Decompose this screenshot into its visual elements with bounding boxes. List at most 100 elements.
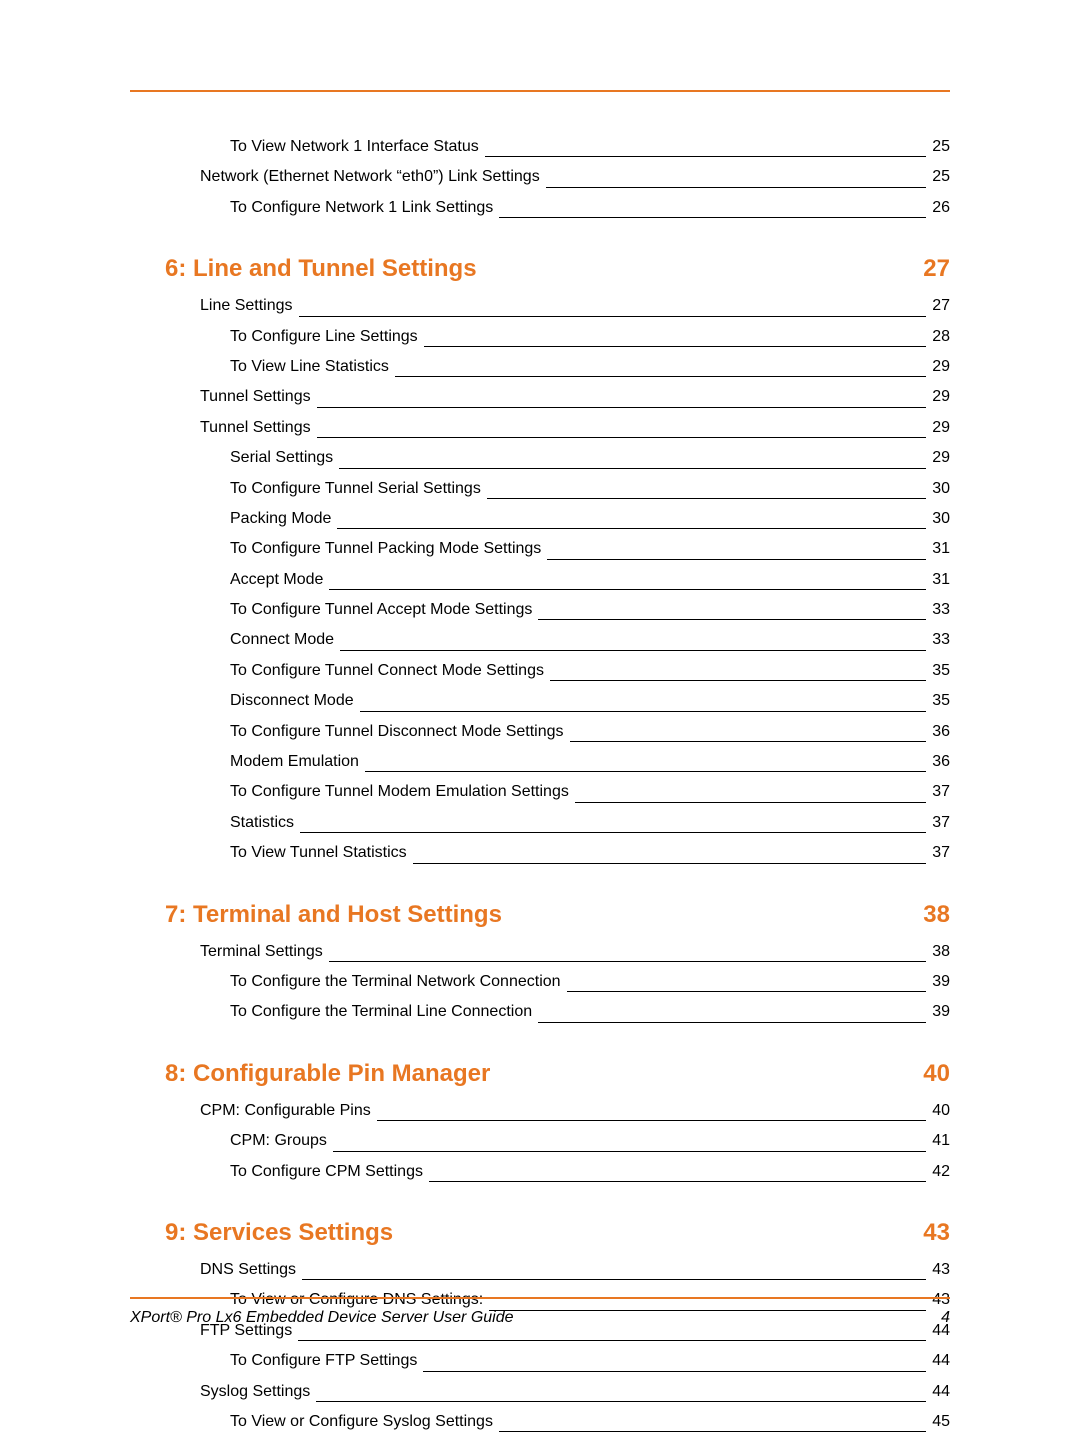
toc-entry[interactable]: Serial Settings29 xyxy=(130,443,950,473)
top-divider xyxy=(130,90,950,92)
toc-entry[interactable]: To Configure Tunnel Connect Mode Setting… xyxy=(130,656,950,686)
toc-entry-label: To Configure Tunnel Disconnect Mode Sett… xyxy=(230,717,564,747)
toc-entry[interactable]: Disconnect Mode35 xyxy=(130,686,950,716)
footer-title: XPort® Pro Lx6 Embedded Device Server Us… xyxy=(130,1309,514,1327)
toc-entry-label: Syslog Settings xyxy=(200,1377,310,1407)
toc-entry[interactable]: Accept Mode31 xyxy=(130,565,950,595)
toc-entry-label: Tunnel Settings xyxy=(200,413,311,443)
toc-entry-label: To View Network 1 Interface Status xyxy=(230,132,479,162)
toc-entry-label: To Configure Line Settings xyxy=(230,322,418,352)
toc-entry[interactable]: To Configure the Terminal Network Connec… xyxy=(130,967,950,997)
toc-entry-label: To Configure the Terminal Network Connec… xyxy=(230,967,561,997)
page-footer: XPort® Pro Lx6 Embedded Device Server Us… xyxy=(130,1297,950,1327)
toc-entry[interactable]: Syslog Settings 44 xyxy=(130,1377,950,1407)
toc-entry-label: To Configure Tunnel Packing Mode Setting… xyxy=(230,534,541,564)
toc-entry-label: To View or Configure Syslog Settings xyxy=(230,1407,493,1437)
toc-entry-page: 36 xyxy=(930,747,950,777)
toc-section-heading[interactable]: 8: Configurable Pin Manager40 xyxy=(130,1060,950,1088)
toc-entry-page: 37 xyxy=(930,838,950,868)
toc-entry[interactable]: To Configure Tunnel Accept Mode Settings… xyxy=(130,595,950,625)
toc-entry-page: 39 xyxy=(930,997,950,1027)
toc-entry-page: 40 xyxy=(930,1096,950,1126)
toc-entry[interactable]: To Configure CPM Settings42 xyxy=(130,1157,950,1187)
toc-entry[interactable]: Connect Mode33 xyxy=(130,625,950,655)
toc-leader xyxy=(485,156,926,157)
toc-section-page: 40 xyxy=(923,1060,950,1088)
toc-leader xyxy=(487,498,926,499)
toc-leader xyxy=(424,346,927,347)
toc-entry-page: 37 xyxy=(930,777,950,807)
toc-entry[interactable]: Network (Ethernet Network “eth0”) Link S… xyxy=(130,162,950,192)
toc-entry-page: 27 xyxy=(930,291,950,321)
toc-entry[interactable]: Tunnel Settings 29 xyxy=(130,382,950,412)
toc-entry[interactable]: To Configure the Terminal Line Connectio… xyxy=(130,997,950,1027)
toc-leader xyxy=(333,1151,926,1152)
toc-section-page: 43 xyxy=(923,1219,950,1247)
toc-entry[interactable]: CPM: Configurable Pins 40 xyxy=(130,1096,950,1126)
toc-leader xyxy=(339,468,926,469)
toc-section-heading[interactable]: 9: Services Settings 43 xyxy=(130,1219,950,1247)
toc-entry-page: 36 xyxy=(930,717,950,747)
toc-entry[interactable]: Modem Emulation36 xyxy=(130,747,950,777)
toc-entry-label: To Configure FTP Settings xyxy=(230,1346,417,1376)
toc-entry-label: To Configure Tunnel Modem Emulation Sett… xyxy=(230,777,569,807)
toc-entry-page: 29 xyxy=(930,382,950,412)
toc-section-title: 7: Terminal and Host Settings xyxy=(165,901,502,929)
toc-leader xyxy=(538,619,926,620)
toc-entry-page: 44 xyxy=(930,1377,950,1407)
toc-leader xyxy=(337,528,926,529)
toc-entry-label: To Configure Network 1 Link Settings xyxy=(230,193,493,223)
toc-entry[interactable]: To Configure Line Settings28 xyxy=(130,322,950,352)
toc-entry-label: Line Settings xyxy=(200,291,293,321)
footer-page-number: 4 xyxy=(941,1309,950,1327)
toc-entry[interactable]: Terminal Settings38 xyxy=(130,937,950,967)
toc-entry[interactable]: CPM: Groups 41 xyxy=(130,1126,950,1156)
toc-section-title: 9: Services Settings xyxy=(165,1219,393,1247)
toc-leader xyxy=(575,802,926,803)
toc-entry[interactable]: Statistics37 xyxy=(130,808,950,838)
toc-section-page: 38 xyxy=(923,901,950,929)
toc-entry-page: 37 xyxy=(930,808,950,838)
toc-entry[interactable]: To Configure Tunnel Modem Emulation Sett… xyxy=(130,777,950,807)
toc-entry-label: Network (Ethernet Network “eth0”) Link S… xyxy=(200,162,540,192)
toc-entry-label: CPM: Groups xyxy=(230,1126,327,1156)
toc-entry-label: Tunnel Settings xyxy=(200,382,311,412)
toc-entry[interactable]: To Configure FTP Settings44 xyxy=(130,1346,950,1376)
toc-entry-label: To View Line Statistics xyxy=(230,352,389,382)
toc-entry[interactable]: To View Tunnel Statistics37 xyxy=(130,838,950,868)
toc-entry-page: 33 xyxy=(930,625,950,655)
toc-leader xyxy=(329,961,926,962)
toc-entry[interactable]: To Configure Tunnel Serial Settings30 xyxy=(130,474,950,504)
toc-entry[interactable]: To Configure Network 1 Link Settings26 xyxy=(130,193,950,223)
toc-entry-label: CPM: Configurable Pins xyxy=(200,1096,371,1126)
toc-entry[interactable]: DNS Settings43 xyxy=(130,1255,950,1285)
toc-entry-page: 31 xyxy=(930,565,950,595)
toc-section-heading[interactable]: 7: Terminal and Host Settings 38 xyxy=(130,901,950,929)
toc-leader xyxy=(299,316,927,317)
toc-section-heading[interactable]: 6: Line and Tunnel Settings27 xyxy=(130,255,950,283)
toc-entry[interactable]: To View or Configure Syslog Settings 45 xyxy=(130,1407,950,1437)
toc-entry[interactable]: To Configure Tunnel Disconnect Mode Sett… xyxy=(130,717,950,747)
toc-leader xyxy=(395,376,926,377)
toc-leader xyxy=(546,187,927,188)
toc-leader xyxy=(365,771,926,772)
toc-entry[interactable]: Packing Mode30 xyxy=(130,504,950,534)
toc-entry[interactable]: Tunnel Settings29 xyxy=(130,413,950,443)
toc-entry-label: Terminal Settings xyxy=(200,937,323,967)
toc-leader xyxy=(413,863,927,864)
toc-entry[interactable]: To Configure Tunnel Packing Mode Setting… xyxy=(130,534,950,564)
toc-entry-label: Disconnect Mode xyxy=(230,686,354,716)
toc-entry[interactable]: Line Settings 27 xyxy=(130,291,950,321)
toc-entry-page: 45 xyxy=(930,1407,950,1437)
toc-leader xyxy=(570,741,927,742)
toc-leader xyxy=(547,559,926,560)
toc-entry-page: 30 xyxy=(930,504,950,534)
toc-entry[interactable]: To View Line Statistics29 xyxy=(130,352,950,382)
toc-entry-label: To Configure CPM Settings xyxy=(230,1157,423,1187)
toc-entry-page: 30 xyxy=(930,474,950,504)
toc-entry-page: 41 xyxy=(930,1126,950,1156)
toc-leader xyxy=(429,1181,926,1182)
toc-entry[interactable]: To View Network 1 Interface Status25 xyxy=(130,132,950,162)
toc-leader xyxy=(538,1022,926,1023)
toc-entry-label: To Configure the Terminal Line Connectio… xyxy=(230,997,532,1027)
